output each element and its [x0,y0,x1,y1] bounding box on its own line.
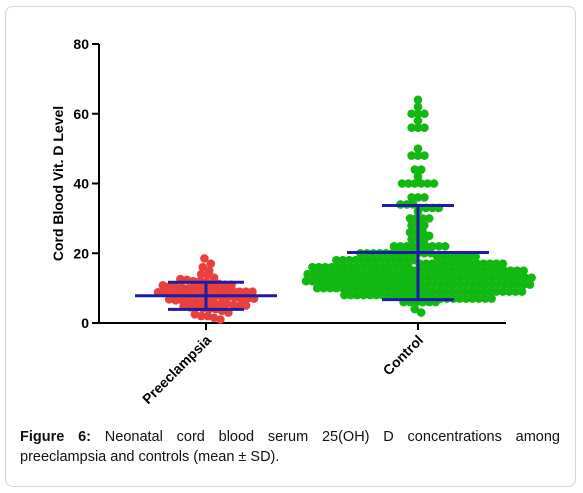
data-point [420,151,429,160]
data-point [420,123,429,132]
caption-text: Neonatal cord blood serum 25(OH) D conce… [20,429,560,465]
y-tick-label: 60 [73,106,89,122]
y-tick-label: 80 [73,36,89,52]
x-category-label: Control [380,332,427,379]
x-category-label: Preeclampsia [139,332,214,407]
caption-label: Figure 6: [20,429,91,445]
data-point [414,144,423,153]
data-point [430,179,439,188]
scatter-chart: 0 20 40 60 80 Cord Blood Vit. D Level Preeclam… [0,0,583,425]
y-axis-title: Cord Blood Vit. D Level [50,106,66,261]
data-point [216,315,225,324]
data-point [417,165,426,174]
data-point [425,232,434,241]
data-point [414,96,423,105]
data-point [499,259,508,268]
data-point [420,193,429,202]
data-point [441,242,450,251]
y-tick-label: 40 [73,176,89,192]
data-point [207,259,216,268]
y-tick-label: 20 [73,245,89,261]
data-point [519,266,528,275]
y-tick-label: 0 [81,315,89,331]
data-point [425,214,434,223]
data-point [527,273,536,282]
data-point [210,273,219,282]
figure-caption: Figure 6: Neonatal cord blood serum 25(O… [20,427,560,467]
data-point [417,308,426,317]
data-point [420,109,429,118]
